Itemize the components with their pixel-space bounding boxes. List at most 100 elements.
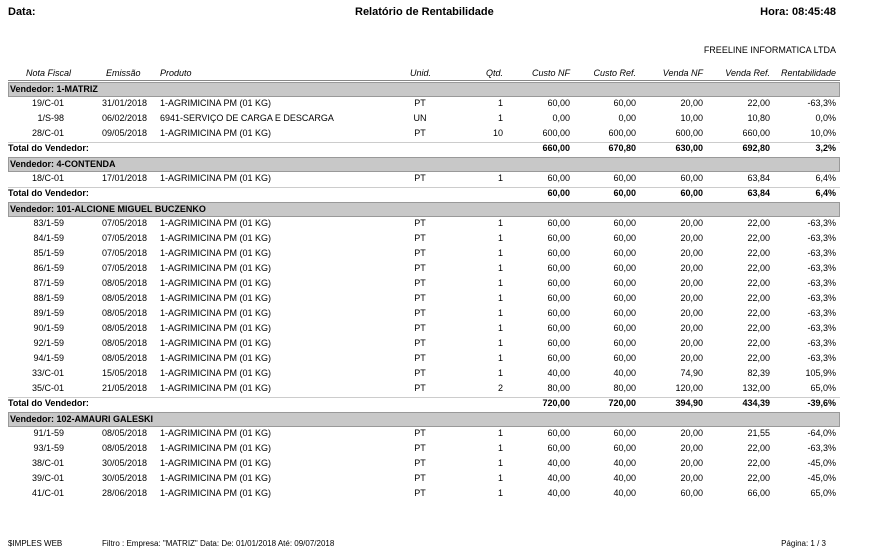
cell: 1-AGRIMICINA PM (01 KG) [160, 458, 272, 468]
cell: 09/05/2018 [102, 128, 148, 138]
column-header: Produto [160, 68, 192, 78]
cell: 60,00 [547, 233, 570, 243]
cell: 30/05/2018 [102, 473, 148, 483]
cell: -45,0% [807, 473, 836, 483]
cell: 39/C-01 [31, 473, 64, 483]
cell: 60,00 [547, 308, 570, 318]
cell: 105,9% [805, 368, 836, 378]
cell: 22,00 [747, 263, 770, 273]
cell: 19/C-01 [31, 98, 64, 108]
cell: -63,3% [807, 248, 836, 258]
cell: 08/05/2018 [102, 353, 148, 363]
cell: 60,00 [613, 338, 636, 348]
cell: 60,00 [547, 338, 570, 348]
cell: 60,00 [547, 293, 570, 303]
cell: 22,00 [747, 233, 770, 243]
cell: 1-AGRIMICINA PM (01 KG) [160, 128, 272, 138]
cell: 600,00 [675, 128, 703, 138]
cell: PT [414, 353, 426, 363]
total-value: -39,6% [807, 398, 836, 408]
cell: 66,00 [747, 488, 770, 498]
cell: 1-AGRIMICINA PM (01 KG) [160, 98, 272, 108]
column-header: Custo NF [531, 68, 570, 78]
cell: 1-AGRIMICINA PM (01 KG) [160, 443, 272, 453]
cell: PT [414, 428, 426, 438]
cell: 1-AGRIMICINA PM (01 KG) [160, 278, 272, 288]
cell: 40,00 [547, 473, 570, 483]
cell: 20,00 [680, 98, 703, 108]
cell: 132,00 [742, 383, 770, 393]
column-header: Qtd. [485, 68, 503, 78]
column-header: Emissão [106, 68, 141, 78]
footer-filter: Filtro : Empresa: "MATRIZ" Data: De: 01/… [102, 539, 335, 548]
cell: 1 [497, 368, 503, 378]
column-header: Nota Fiscal [26, 68, 72, 78]
cell: 20,00 [680, 473, 703, 483]
group-title: Vendedor: 1-MATRIZ [10, 84, 98, 94]
cell: 20,00 [680, 278, 703, 288]
cell: 1 [497, 443, 503, 453]
group-title: Vendedor: 102-AMAURI GALESKI [10, 414, 154, 424]
cell: 83/1-59 [33, 218, 64, 228]
cell: 0,0% [815, 113, 836, 123]
cell: 60,00 [613, 293, 636, 303]
cell: 60,00 [547, 353, 570, 363]
cell: 60,00 [613, 278, 636, 288]
cell: 1 [497, 263, 503, 273]
cell: 6,4% [815, 173, 836, 183]
total-value: 660,00 [542, 143, 570, 153]
cell: 84/1-59 [33, 233, 64, 243]
cell: PT [414, 263, 426, 273]
cell: 10 [492, 128, 503, 138]
cell: 600,00 [608, 128, 636, 138]
report-title: Relatório de Rentabilidade [355, 6, 494, 18]
cell: 1 [497, 488, 503, 498]
cell: 60,00 [613, 263, 636, 273]
cell: 22,00 [747, 443, 770, 453]
cell: 6941-SERVIÇO DE CARGA E DESCARGA [160, 113, 334, 123]
cell: UN [413, 113, 427, 123]
group-title: Vendedor: 4-CONTENDA [10, 159, 116, 169]
cell: 1-AGRIMICINA PM (01 KG) [160, 323, 272, 333]
cell: PT [414, 458, 426, 468]
cell: -63,3% [807, 338, 836, 348]
cell: 08/05/2018 [102, 338, 148, 348]
group-band [8, 202, 840, 217]
group-title: Vendedor: 101-ALCIONE MIGUEL BUCZENKO [10, 204, 206, 214]
cell: 1 [497, 338, 503, 348]
cell: 1 [497, 428, 503, 438]
cell: 60,00 [680, 488, 703, 498]
cell: -63,3% [807, 443, 836, 453]
cell: 600,00 [542, 128, 570, 138]
cell: 1 [497, 473, 503, 483]
cell: PT [414, 368, 426, 378]
cell: 92/1-59 [33, 338, 64, 348]
cell: 86/1-59 [33, 263, 64, 273]
cell: PT [414, 173, 426, 183]
cell: 60,00 [547, 98, 570, 108]
cell: -63,3% [807, 323, 836, 333]
company-name: FREELINE INFORMATICA LTDA [703, 45, 836, 55]
cell: 08/05/2018 [102, 443, 148, 453]
cell: 89/1-59 [33, 308, 64, 318]
cell: 60,00 [547, 248, 570, 258]
cell: 1 [497, 233, 503, 243]
cell: 1-AGRIMICINA PM (01 KG) [160, 428, 272, 438]
total-value: 720,00 [542, 398, 570, 408]
cell: 82,39 [747, 368, 770, 378]
cell: 40,00 [547, 368, 570, 378]
cell: 22,00 [747, 338, 770, 348]
cell: 60,00 [613, 443, 636, 453]
cell: 60,00 [547, 218, 570, 228]
cell: 80,00 [613, 383, 636, 393]
cell: 21/05/2018 [102, 383, 148, 393]
column-header: Unid. [410, 68, 432, 78]
cell: 1 [497, 278, 503, 288]
cell: 07/05/2018 [102, 263, 148, 273]
time-label: Hora: 08:45:48 [760, 6, 836, 18]
cell: PT [414, 98, 426, 108]
cell: 1 [497, 98, 503, 108]
cell: 20,00 [680, 308, 703, 318]
cell: 60,00 [547, 263, 570, 273]
cell: -63,3% [807, 233, 836, 243]
